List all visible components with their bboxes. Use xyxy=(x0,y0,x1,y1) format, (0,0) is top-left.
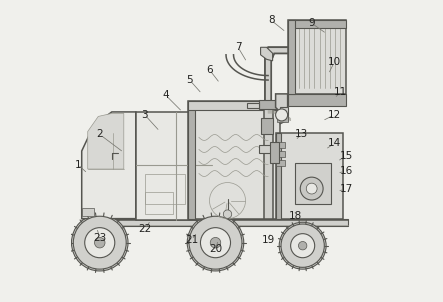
Bar xyxy=(264,101,272,219)
Bar xyxy=(83,219,348,226)
Polygon shape xyxy=(277,109,286,124)
Text: 6: 6 xyxy=(206,65,213,75)
Polygon shape xyxy=(88,114,124,169)
Bar xyxy=(188,101,195,219)
Bar xyxy=(188,101,280,111)
Bar xyxy=(288,20,295,94)
Circle shape xyxy=(71,214,128,271)
Bar xyxy=(259,145,277,153)
Text: 3: 3 xyxy=(141,110,148,120)
Bar xyxy=(136,112,213,220)
Circle shape xyxy=(200,228,230,258)
Circle shape xyxy=(299,242,307,250)
Bar xyxy=(260,118,272,134)
Text: 14: 14 xyxy=(328,139,341,149)
Bar xyxy=(288,20,346,28)
Text: 23: 23 xyxy=(93,233,106,243)
Polygon shape xyxy=(260,47,272,61)
Text: 21: 21 xyxy=(185,235,198,245)
Bar xyxy=(276,160,285,166)
Circle shape xyxy=(187,214,244,271)
Text: 8: 8 xyxy=(268,15,274,25)
Text: 20: 20 xyxy=(209,244,222,254)
Text: 12: 12 xyxy=(328,110,341,120)
Circle shape xyxy=(73,216,126,269)
Bar xyxy=(277,115,288,122)
Bar xyxy=(247,103,259,108)
Text: 17: 17 xyxy=(340,184,353,194)
Bar xyxy=(288,20,346,94)
Polygon shape xyxy=(82,112,136,219)
Text: 13: 13 xyxy=(295,130,308,140)
Bar xyxy=(82,208,94,216)
Text: 11: 11 xyxy=(334,87,347,97)
Polygon shape xyxy=(276,94,288,112)
Bar xyxy=(288,94,346,106)
Circle shape xyxy=(189,216,242,269)
Text: 18: 18 xyxy=(288,210,302,221)
Bar xyxy=(188,101,280,219)
Text: 2: 2 xyxy=(97,130,103,140)
Text: 4: 4 xyxy=(163,90,169,100)
Circle shape xyxy=(223,210,232,218)
Text: 1: 1 xyxy=(74,159,81,169)
Circle shape xyxy=(94,237,105,248)
Circle shape xyxy=(281,224,324,267)
Text: 15: 15 xyxy=(340,150,353,160)
Bar xyxy=(295,163,331,204)
Circle shape xyxy=(276,109,288,121)
Text: 5: 5 xyxy=(187,76,193,85)
Text: 22: 22 xyxy=(138,224,152,234)
Bar xyxy=(276,133,281,219)
Text: 7: 7 xyxy=(235,42,241,52)
Circle shape xyxy=(291,234,315,258)
Polygon shape xyxy=(280,108,288,121)
Bar xyxy=(276,151,285,157)
Bar xyxy=(145,191,173,214)
Text: 16: 16 xyxy=(340,165,353,175)
Circle shape xyxy=(210,237,221,248)
Text: 10: 10 xyxy=(328,57,341,67)
Circle shape xyxy=(85,228,115,258)
Text: 9: 9 xyxy=(308,18,315,28)
Polygon shape xyxy=(265,47,291,101)
Bar xyxy=(276,133,343,219)
Bar xyxy=(259,100,277,109)
Bar xyxy=(276,142,285,148)
Text: 19: 19 xyxy=(261,235,275,245)
Bar xyxy=(145,174,186,204)
Circle shape xyxy=(300,177,323,200)
Circle shape xyxy=(306,183,317,194)
Circle shape xyxy=(279,222,326,269)
Bar xyxy=(270,142,279,163)
